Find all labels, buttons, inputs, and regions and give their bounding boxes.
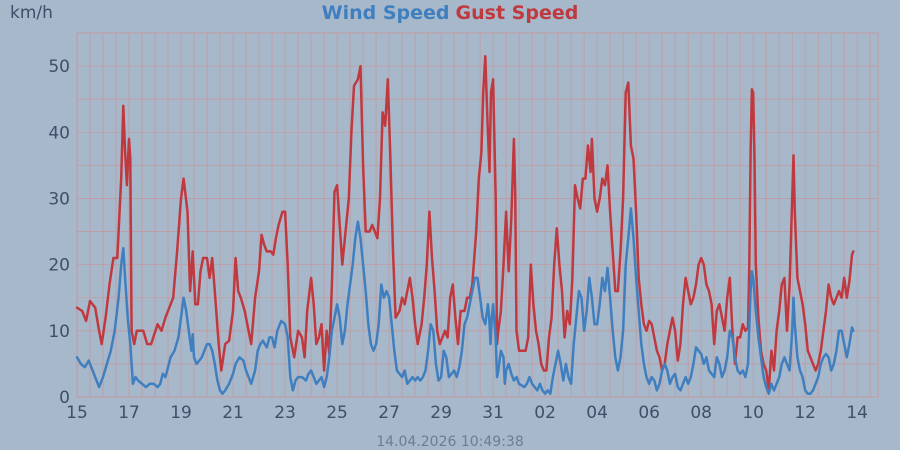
y-tick-label: 0 — [59, 388, 70, 408]
x-tick-label: 15 — [66, 403, 88, 423]
x-tick-label: 02 — [534, 403, 556, 423]
y-tick-label: 50 — [48, 57, 70, 77]
x-tick-label: 06 — [638, 403, 660, 423]
wind-speed-title: Wind Speed — [322, 2, 450, 24]
x-tick-label: 29 — [430, 403, 452, 423]
x-tick-label: 12 — [794, 403, 816, 423]
y-tick-label: 40 — [48, 123, 70, 143]
x-tick-label: 31 — [482, 403, 504, 423]
gust-speed-line — [75, 54, 855, 392]
x-tick-label: 19 — [170, 403, 192, 423]
x-tick-label: 21 — [222, 403, 244, 423]
x-tick-label: 25 — [326, 403, 348, 423]
x-tick-label: 04 — [586, 403, 608, 423]
gust-speed-title: Gust Speed — [456, 2, 579, 24]
x-tick-label: 14 — [846, 403, 868, 423]
chart-series-layer — [75, 54, 855, 395]
x-tick-label: 10 — [742, 403, 764, 423]
timestamp: 14.04.2026 10:49:38 — [376, 434, 524, 450]
y-tick-label: 10 — [48, 322, 70, 342]
y-axis-unit: km/h — [10, 3, 53, 23]
x-tick-label: 27 — [378, 403, 400, 423]
x-tick-label: 23 — [274, 403, 296, 423]
wind-speed-line — [75, 207, 855, 395]
y-tick-label: 30 — [48, 189, 70, 209]
y-tick-label: 20 — [48, 256, 70, 276]
x-tick-label: 08 — [690, 403, 712, 423]
chart-title: Wind Speed Gust Speed — [322, 2, 579, 24]
x-tick-label: 17 — [118, 403, 140, 423]
chart-tick-labels: 0 10 20 30 40 50 15 17 19 21 23 25 27 29 31 02 04 06 08 10 1… — [48, 57, 868, 423]
